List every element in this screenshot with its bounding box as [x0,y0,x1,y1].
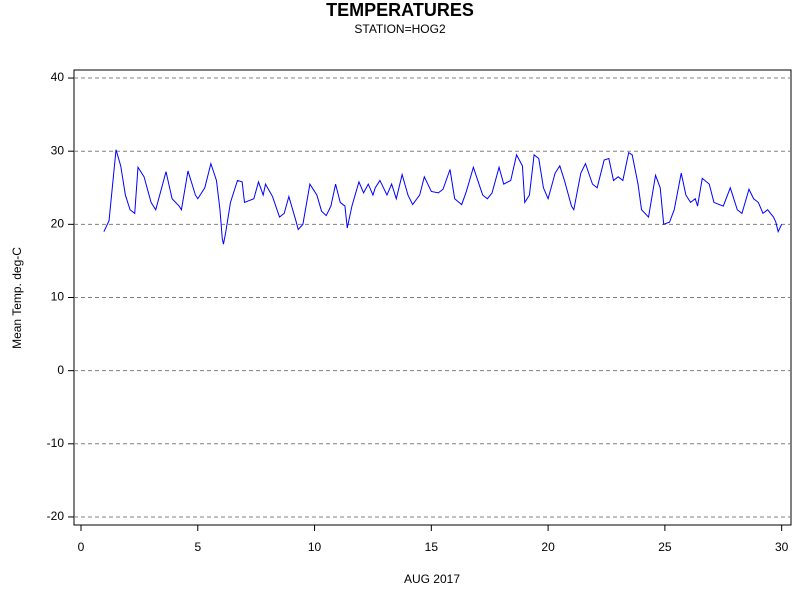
x-tick-label: 5 [194,540,201,554]
y-tick-label: -10 [47,436,65,450]
x-tick-label: 30 [775,540,789,554]
y-axis-label: Mean Temp. deg-C [10,247,24,349]
x-axis-label: AUG 2017 [404,572,460,586]
y-tick-label: -20 [47,509,65,523]
data-line [103,149,783,245]
y-tick-label: 30 [51,143,65,157]
y-tick-label: 20 [51,217,65,231]
x-tick-label: 20 [541,540,555,554]
y-tick-label: 40 [51,70,65,84]
chart-subtitle: STATION=HOG2 [354,22,446,36]
x-tick-label: 25 [658,540,672,554]
chart-title: TEMPERATURES [326,0,474,20]
x-tick-label: 10 [308,540,322,554]
x-tick-label: 15 [425,540,439,554]
y-tick-label: 0 [57,363,64,377]
x-tick-label: 0 [78,540,85,554]
y-tick-label: 10 [51,290,65,304]
